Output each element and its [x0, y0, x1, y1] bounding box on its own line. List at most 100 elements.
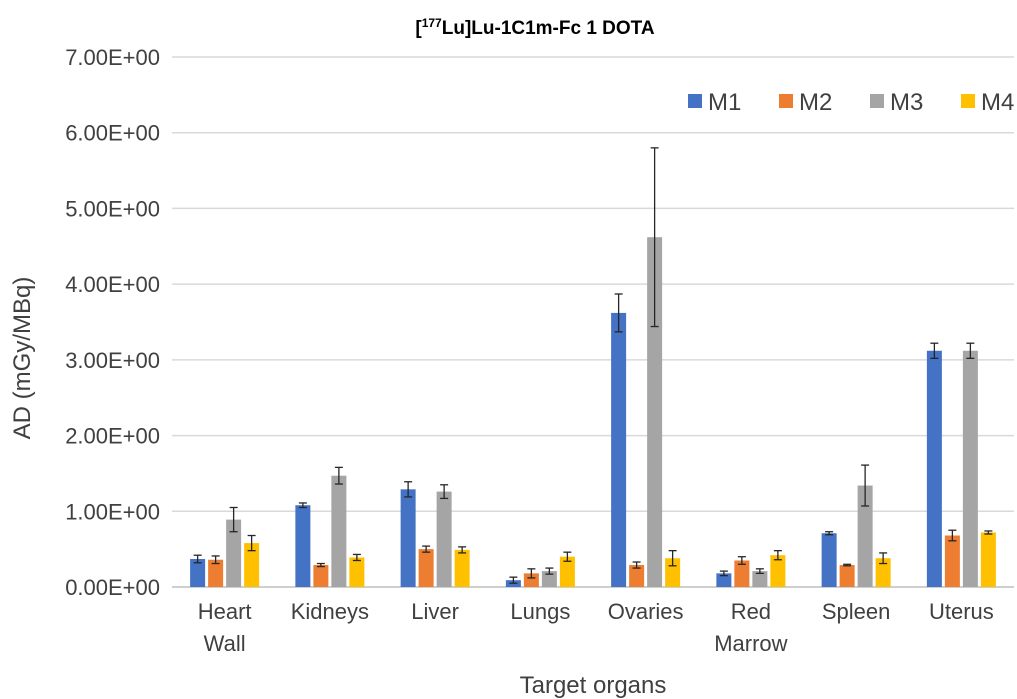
y-tick-label: 4.00E+00: [65, 272, 160, 297]
x-category-label: Ovaries: [608, 599, 684, 624]
error-bar: [966, 342, 975, 359]
bar-m2: [839, 565, 855, 587]
bar-m4: [349, 557, 365, 587]
bar-m1: [716, 573, 732, 587]
error-bar: [193, 554, 202, 564]
legend-label: M4: [981, 89, 1014, 116]
bar-m3: [752, 571, 768, 587]
error-bar: [316, 562, 325, 568]
error-bar: [632, 561, 641, 569]
legend-label: M3: [890, 89, 923, 116]
error-bar: [563, 551, 572, 562]
legend-label: M1: [708, 89, 741, 116]
error-bar: [404, 481, 413, 498]
y-tick-label: 5.00E+00: [65, 196, 160, 221]
bars: [190, 237, 996, 587]
error-bar: [843, 563, 852, 567]
error-bar: [352, 553, 361, 562]
legend: M1 M2 M3 M4: [688, 89, 1014, 116]
legend-label: M2: [799, 89, 832, 116]
bar-m3: [541, 571, 557, 587]
bar-m2: [418, 549, 434, 587]
error-bar: [458, 546, 467, 554]
bar-m3: [857, 485, 873, 587]
y-axis-ticks: 0.00E+00 1.00E+00 2.00E+00 3.00E+00 4.00E+00…: [65, 45, 160, 600]
x-category-label: Lungs: [510, 599, 570, 624]
bar-m4: [875, 558, 891, 587]
bar-m3: [647, 237, 663, 587]
bar-m4: [559, 556, 575, 587]
bar-m4: [244, 543, 260, 587]
error-bar: [334, 466, 343, 485]
bar-m2: [208, 559, 224, 587]
x-category-label: Spleen: [822, 599, 891, 624]
error-bar: [422, 545, 431, 553]
error-bar: [614, 293, 623, 333]
error-bar: [229, 506, 238, 533]
x-axis-title: Target organs: [520, 672, 667, 699]
x-axis-categories: Heart Wall Kidneys Liver Lungs Ovaries Red Marr…: [198, 599, 994, 656]
error-bar: [545, 567, 554, 575]
bar-m4: [980, 532, 996, 587]
legend-swatch: [870, 94, 884, 108]
error-bars: [193, 147, 993, 584]
y-tick-label: 6.00E+00: [65, 121, 160, 146]
error-bar: [861, 464, 870, 507]
y-tick-label: 0.00E+00: [65, 575, 160, 600]
error-bar: [984, 530, 993, 535]
bar-m4: [454, 549, 470, 587]
legend-item-m3: M3: [870, 89, 923, 116]
error-bar: [719, 570, 728, 577]
chart-title-bracket: [: [415, 18, 422, 39]
legend-swatch: [779, 94, 793, 108]
bar-m3: [331, 475, 347, 587]
error-bar: [737, 556, 746, 565]
error-bar: [773, 550, 782, 561]
chart-title-rest: Lu]Lu-1C1m-Fc 1 DOTA: [442, 18, 655, 39]
bar-m3: [436, 491, 452, 587]
error-bar: [650, 147, 659, 328]
y-axis-title: AD (mGy/MBq): [9, 277, 36, 440]
gridlines: [172, 56, 1014, 588]
chart-title-superscript: 177: [422, 16, 442, 30]
bar-m2: [523, 573, 539, 587]
x-category-label: Kidneys: [291, 599, 369, 624]
legend-item-m2: M2: [779, 89, 832, 116]
bar-m3: [962, 350, 978, 587]
y-tick-label: 2.00E+00: [65, 424, 160, 449]
y-tick-label: 7.00E+00: [65, 45, 160, 70]
legend-swatch: [961, 94, 975, 108]
bar-m1: [400, 489, 416, 587]
bar-m2: [629, 565, 645, 587]
error-bar: [879, 552, 888, 565]
x-category-label: Red Marrow: [714, 599, 787, 656]
error-bar: [298, 502, 307, 509]
bar-m2: [944, 535, 960, 587]
error-bar: [211, 555, 220, 565]
error-bar: [930, 342, 939, 359]
chart-title: [177Lu]Lu-1C1m-Fc 1 DOTA: [415, 16, 655, 39]
error-bar: [509, 576, 518, 584]
x-category-label: Uterus: [929, 599, 994, 624]
error-bar: [948, 529, 957, 542]
bar-m1: [821, 533, 837, 587]
error-bar: [440, 484, 449, 500]
legend-swatch: [688, 94, 702, 108]
bar-m2: [313, 565, 329, 587]
x-category-label: Heart Wall: [198, 599, 252, 656]
bar-m1: [190, 558, 206, 587]
bar-m2: [734, 560, 750, 587]
y-tick-label: 3.00E+00: [65, 348, 160, 373]
bar-m1: [611, 312, 627, 587]
bar-m4: [770, 555, 786, 587]
error-bar: [527, 568, 536, 579]
bar-m3: [226, 519, 242, 587]
x-category-label: Liver: [411, 599, 459, 624]
legend-item-m1: M1: [688, 89, 741, 116]
legend-item-m4: M4: [961, 89, 1014, 116]
bar-m1: [926, 350, 942, 587]
y-tick-label: 1.00E+00: [65, 499, 160, 524]
error-bar: [825, 531, 834, 536]
error-bar: [668, 550, 677, 567]
